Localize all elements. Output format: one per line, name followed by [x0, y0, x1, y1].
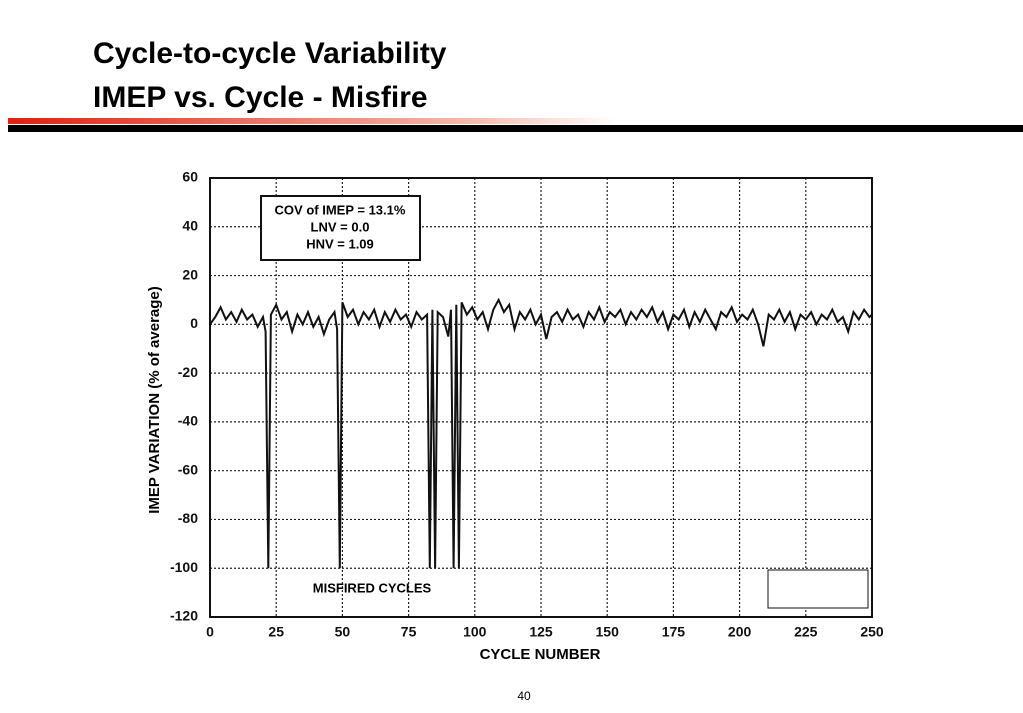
x-tick-label: 125	[529, 624, 553, 640]
y-tick-label: -20	[178, 364, 198, 380]
x-axis-label: CYCLE NUMBER	[480, 646, 601, 663]
divider-black	[8, 125, 1023, 132]
blank-box	[767, 569, 869, 609]
x-tick-label: 75	[401, 624, 417, 640]
title: Cycle-to-cycle Variability	[93, 37, 447, 70]
y-tick-label: -60	[178, 461, 198, 477]
x-tick-label: 200	[728, 624, 752, 640]
x-tick-label: 150	[596, 624, 620, 640]
plot-frame	[209, 177, 873, 618]
y-tick-label: -120	[170, 608, 198, 624]
annotation: LNV = 0.0	[311, 219, 370, 234]
x-tick-label: 100	[463, 624, 487, 640]
x-tick-label: 225	[794, 624, 818, 640]
stats-box	[260, 195, 421, 261]
y-tick-label: -80	[178, 510, 198, 526]
x-tick-label: 50	[335, 624, 351, 640]
y-tick-label: 60	[182, 169, 198, 185]
title: IMEP vs. Cycle - Misfire	[93, 81, 428, 114]
annotation: MISFIRED CYCLES	[313, 580, 432, 595]
annotation: COV of IMEP = 13.1%	[275, 202, 406, 217]
divider-red	[8, 118, 1023, 124]
y-tick-label: -40	[178, 413, 198, 429]
y-axis-label: IMEP VARIATION (% of average)	[146, 286, 163, 514]
page-number: 40	[517, 689, 531, 703]
y-tick-label: 40	[182, 217, 198, 233]
x-tick-label: 0	[206, 624, 214, 640]
x-tick-label: 175	[662, 624, 686, 640]
data-line	[209, 297, 873, 569]
y-tick-label: 0	[190, 315, 198, 331]
annotation: HNV = 1.09	[306, 236, 374, 251]
y-tick-label: -100	[170, 559, 198, 575]
x-tick-label: 25	[268, 624, 284, 640]
y-tick-label: 20	[182, 266, 198, 282]
x-tick-label: 250	[860, 624, 884, 640]
